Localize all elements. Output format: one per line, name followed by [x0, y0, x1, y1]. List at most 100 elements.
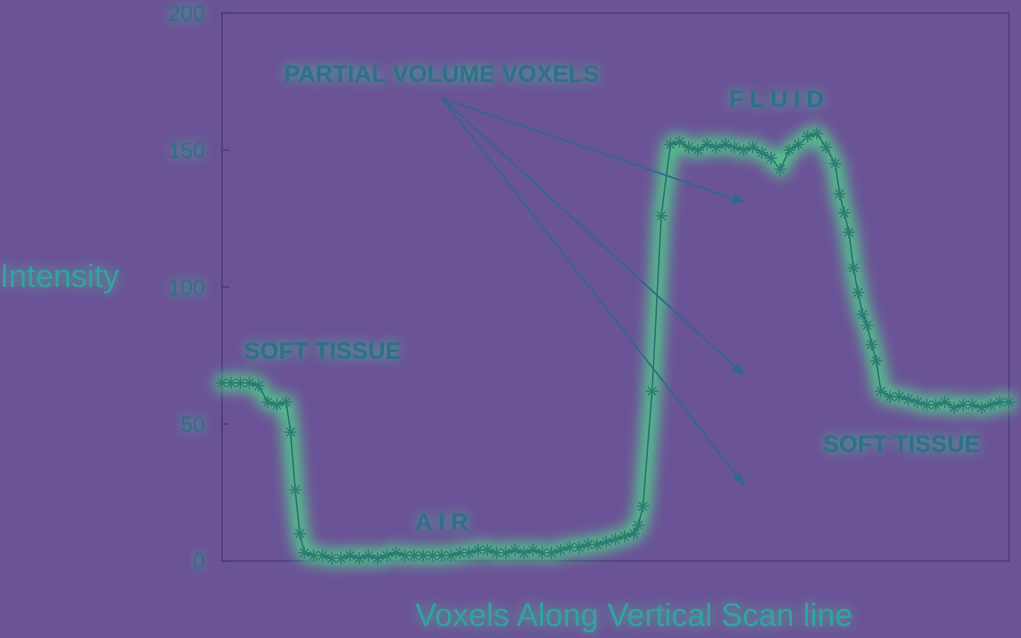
data-point	[833, 187, 846, 200]
data-point	[284, 426, 297, 439]
data-point	[591, 538, 604, 551]
annotation-arrows	[440, 97, 745, 486]
data-point	[755, 146, 768, 159]
data-point	[874, 385, 887, 398]
data-point	[792, 138, 805, 151]
data-point	[508, 544, 521, 557]
annotation-arrow-0	[441, 97, 745, 204]
data-point	[371, 552, 384, 565]
data-point	[710, 141, 723, 154]
data-point	[527, 544, 540, 557]
data-point	[842, 226, 855, 239]
data-point	[408, 549, 421, 562]
y-tick-label-2: 100	[168, 275, 205, 300]
data-point	[765, 152, 778, 165]
data-point	[948, 401, 961, 414]
data-point	[618, 530, 631, 543]
data-point	[929, 398, 942, 411]
data-point	[701, 138, 714, 151]
data-point	[289, 483, 302, 496]
data-point	[861, 319, 874, 332]
data-point	[810, 127, 823, 140]
data-point	[426, 549, 439, 562]
data-point	[655, 209, 668, 222]
data-point	[673, 135, 686, 148]
data-point	[783, 144, 796, 156]
data-point	[582, 538, 595, 551]
data-point	[463, 546, 476, 559]
data-point	[389, 546, 402, 559]
data-point	[911, 396, 924, 409]
annotation-soft-tissue-left: SOFT TISSUE	[244, 338, 401, 365]
data-point	[975, 401, 988, 414]
data-point	[380, 549, 393, 562]
data-point	[893, 390, 906, 403]
data-point	[481, 544, 494, 557]
y-tick-label-4: 200	[168, 1, 205, 26]
data-point	[819, 141, 832, 154]
plot-frame	[221, 12, 1010, 562]
data-point	[572, 541, 585, 554]
data-point	[938, 396, 951, 409]
annotation-soft-tissue-right: SOFT TISSUE	[823, 431, 980, 458]
data-point	[847, 261, 860, 274]
data-point	[737, 144, 750, 156]
annotation-partial-volume-voxels: PARTIAL VOLUME VOXELS	[284, 61, 599, 88]
data-point	[870, 354, 883, 367]
data-point	[490, 546, 503, 559]
data-point	[691, 144, 704, 156]
data-point	[664, 138, 677, 151]
data-point	[627, 527, 640, 540]
data-point	[293, 527, 306, 540]
data-point	[444, 549, 457, 562]
data-point	[636, 500, 649, 513]
data-point	[270, 398, 283, 411]
data-point	[499, 546, 512, 559]
data-point	[746, 141, 759, 154]
data-point	[646, 385, 659, 398]
y-tick-label-0: 0	[193, 549, 205, 574]
data-point	[865, 338, 878, 351]
data-point	[728, 141, 741, 154]
data-point	[252, 379, 265, 392]
data-point	[984, 398, 997, 411]
y-tick-label-3: 150	[168, 138, 205, 163]
y-axis-title: Intensity	[0, 258, 119, 294]
data-point	[545, 546, 558, 559]
data-point	[353, 552, 366, 565]
annotation-arrow-2	[440, 97, 745, 486]
data-point	[838, 207, 851, 220]
data-point	[298, 546, 311, 559]
y-axis: 0 50 100 150 200	[168, 1, 229, 574]
data-point	[600, 535, 613, 548]
data-point	[517, 546, 530, 559]
data-point	[1003, 396, 1015, 409]
annotation-fluid: FLUID	[729, 86, 830, 113]
data-point	[243, 376, 256, 389]
data-point	[966, 398, 979, 411]
annotation-air: AIR	[415, 509, 474, 536]
data-point	[719, 138, 732, 151]
data-point	[957, 398, 970, 411]
data-point	[829, 157, 842, 170]
x-axis-title: Voxels Along Vertical Scan line	[415, 597, 853, 633]
data-point	[316, 549, 329, 562]
data-point	[344, 549, 357, 562]
data-point	[774, 163, 787, 176]
annotation-arrow-1	[441, 97, 745, 376]
data-point	[682, 141, 695, 154]
series-markers	[216, 127, 1015, 565]
data-point	[856, 308, 869, 321]
data-point	[261, 396, 274, 409]
data-point	[280, 396, 293, 409]
data-point	[609, 533, 622, 546]
data-point	[334, 552, 347, 565]
data-point	[632, 519, 645, 532]
data-point	[472, 544, 485, 557]
data-point	[902, 393, 915, 406]
data-point	[362, 549, 375, 562]
data-point	[801, 130, 814, 143]
data-point	[852, 286, 865, 299]
y-tick-label-1: 50	[181, 412, 205, 437]
